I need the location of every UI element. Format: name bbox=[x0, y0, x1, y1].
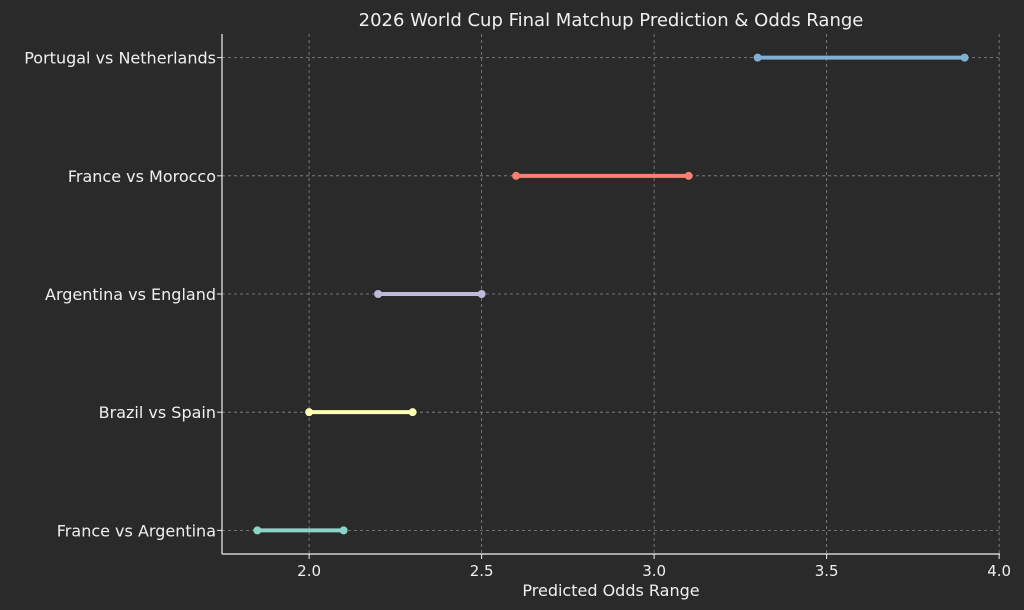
y-tick-label: Argentina vs England bbox=[45, 285, 216, 304]
y-tick-label: France vs Morocco bbox=[68, 167, 216, 186]
x-tick-label: 3.5 bbox=[815, 562, 839, 580]
x-axis-label: Predicted Odds Range bbox=[522, 581, 699, 600]
range-low-point bbox=[253, 526, 262, 535]
range-high-point bbox=[684, 171, 693, 180]
y-tick-label: France vs Argentina bbox=[57, 521, 216, 540]
range-low-point bbox=[753, 53, 762, 62]
x-tick-label: 2.0 bbox=[297, 562, 321, 580]
range-high-point bbox=[477, 290, 486, 298]
range-high-point bbox=[339, 526, 348, 535]
range-low-point bbox=[512, 171, 521, 180]
y-tick-label: Portugal vs Netherlands bbox=[24, 49, 216, 68]
range-high-point bbox=[960, 53, 969, 62]
y-tick-label: Brazil vs Spain bbox=[99, 403, 216, 422]
range-low-point bbox=[374, 290, 383, 298]
range-low-point bbox=[305, 408, 314, 417]
chart-title: 2026 World Cup Final Matchup Prediction … bbox=[359, 10, 864, 31]
range-high-point bbox=[408, 408, 417, 417]
x-tick-label: 3.0 bbox=[642, 562, 666, 580]
x-tick-label: 4.0 bbox=[987, 562, 1011, 580]
x-tick-label: 2.5 bbox=[470, 562, 494, 580]
